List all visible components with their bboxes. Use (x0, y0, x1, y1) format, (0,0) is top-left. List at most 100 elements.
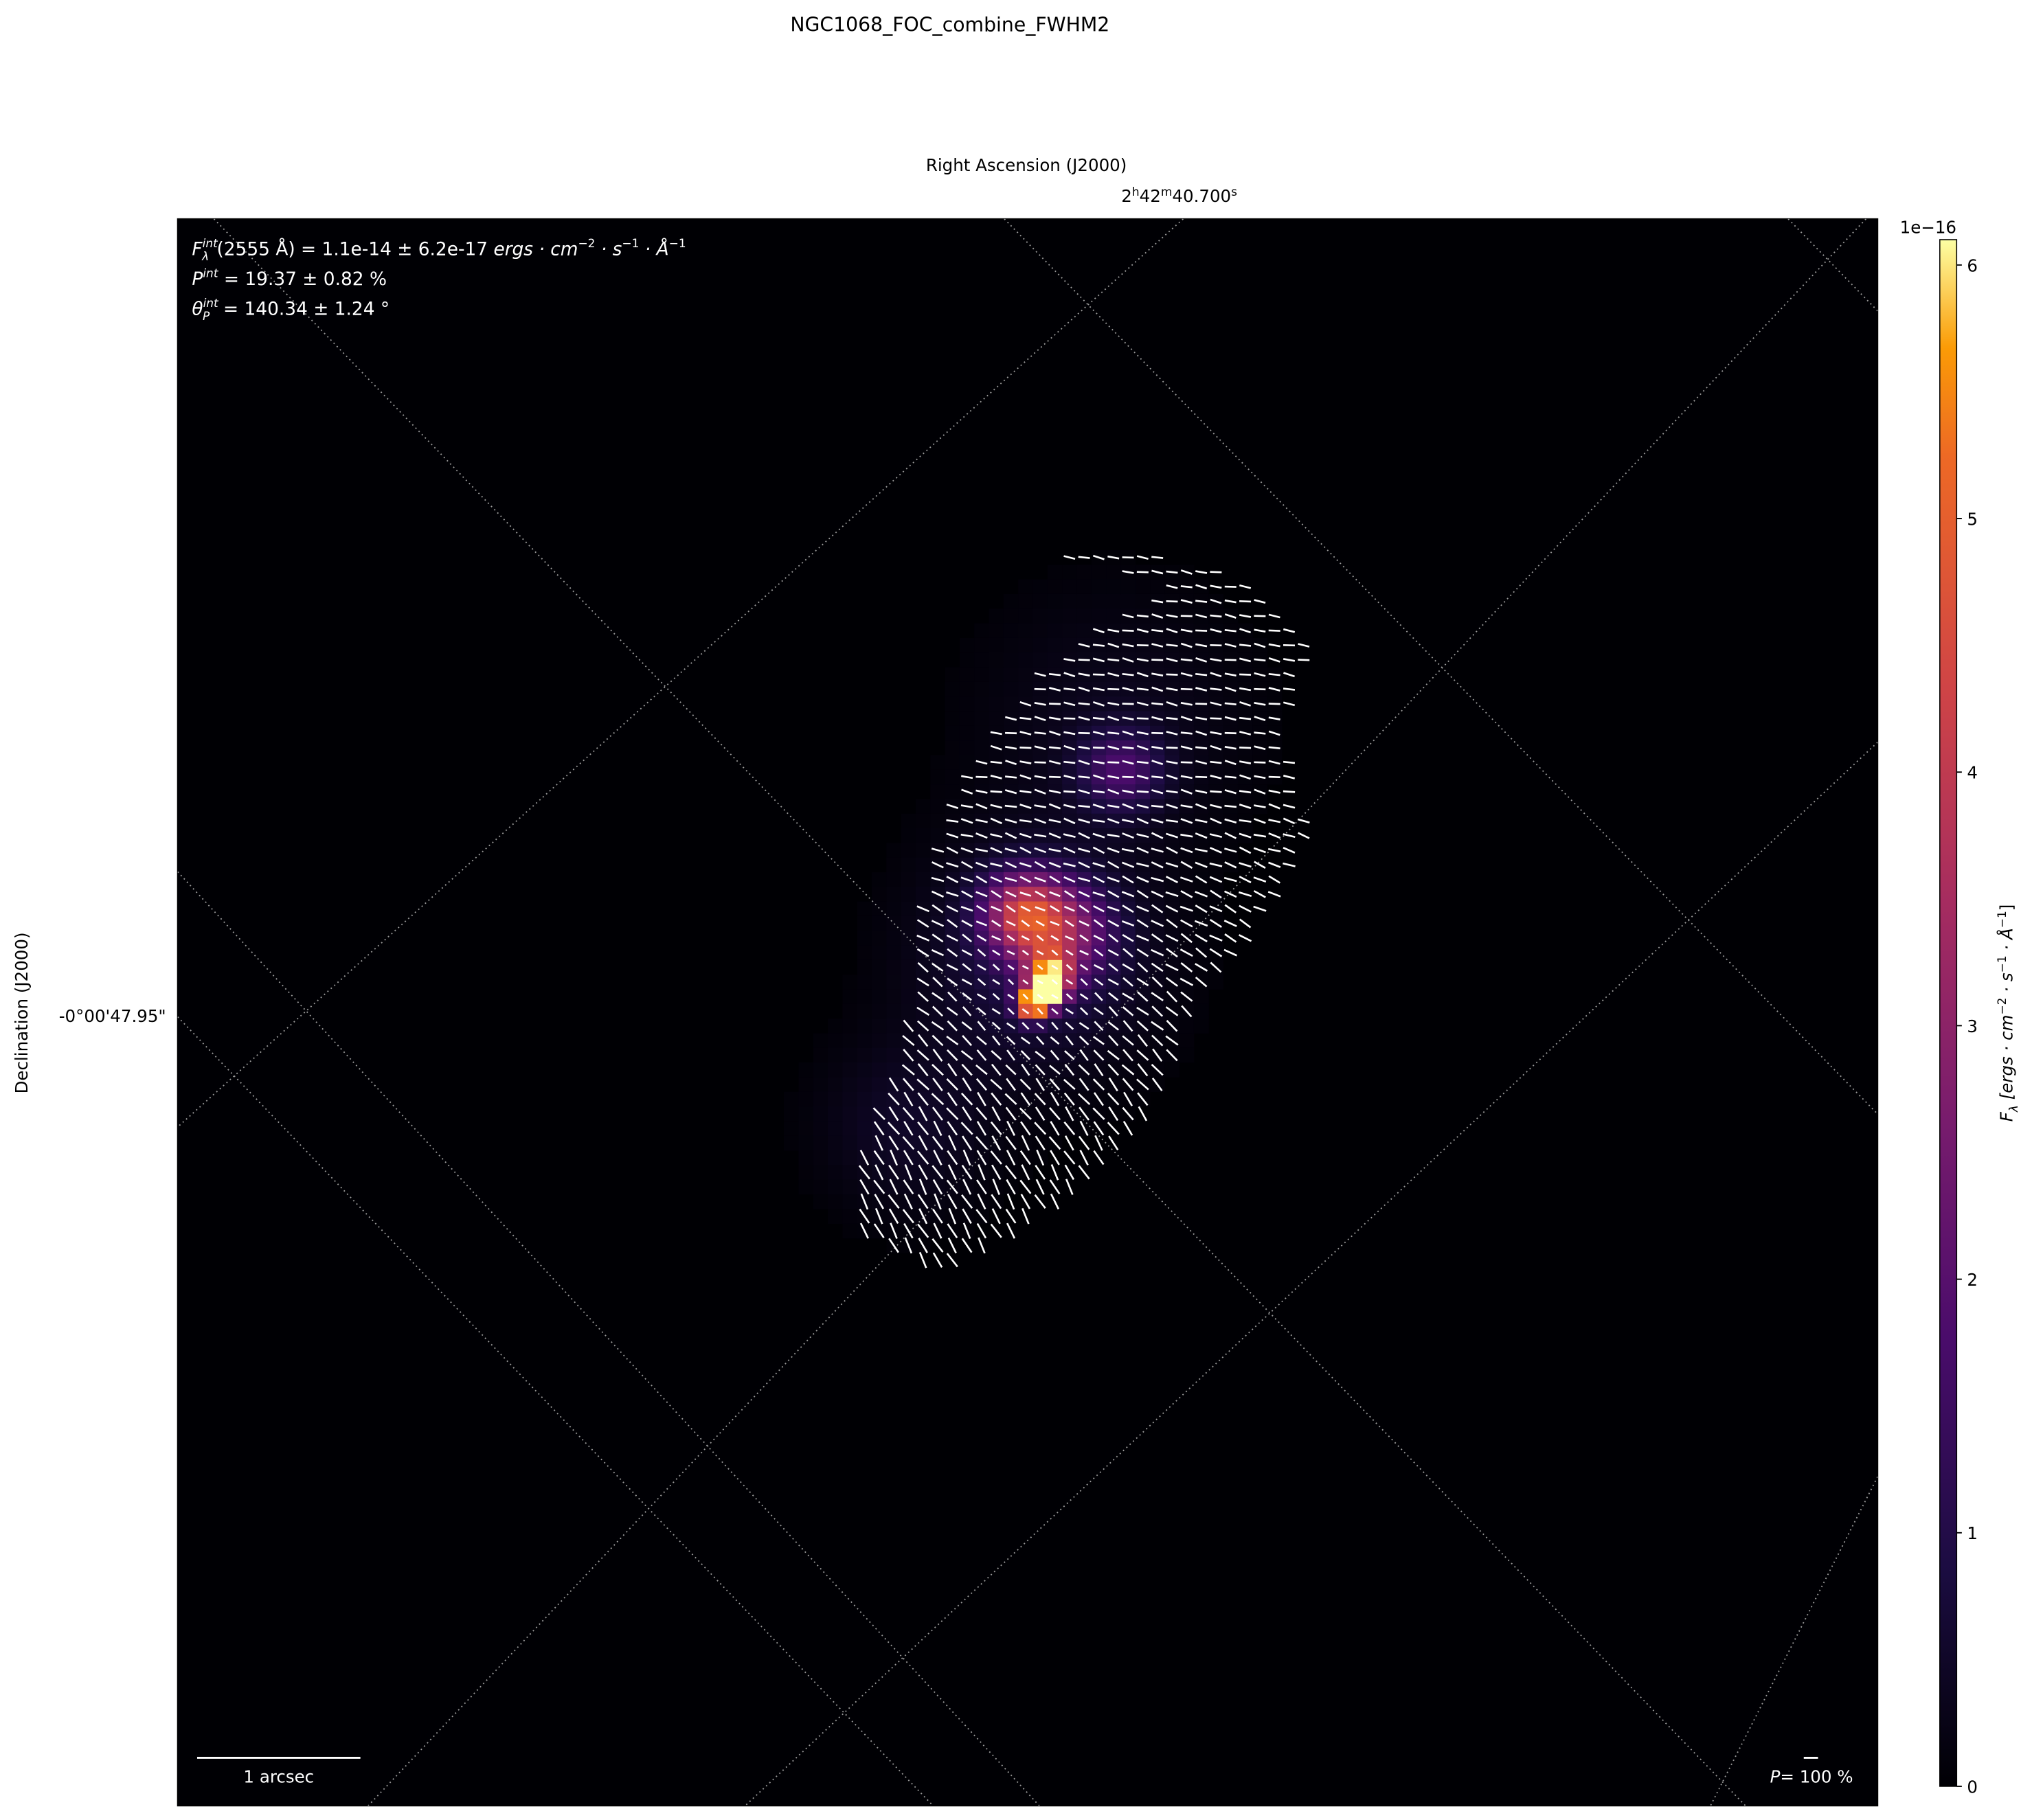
polarization-vector (1136, 817, 1149, 825)
polarization-vector (1123, 1091, 1133, 1106)
polarization-vector (1151, 948, 1164, 957)
polarization-vector (1034, 716, 1046, 722)
polarization-vector (1122, 948, 1133, 958)
heatmap-pixel (1047, 623, 1063, 639)
polarization-vector (1019, 832, 1032, 839)
heatmap-pixel (1135, 593, 1151, 609)
polarization-vector (975, 848, 989, 853)
heatmap-pixel (828, 1062, 844, 1078)
heatmap-pixel (1032, 608, 1048, 624)
polarization-vector (860, 1193, 869, 1210)
polarization-vector (1063, 817, 1076, 825)
grid-line-ra (177, 1016, 934, 1806)
polarization-vector (1210, 889, 1222, 899)
polarization-vector (1165, 905, 1179, 913)
polarization-vector (977, 1193, 986, 1210)
polarization-vector (1020, 905, 1031, 912)
polarization-vector (931, 1021, 945, 1031)
polarization-vector (1136, 889, 1149, 899)
polarization-vector (961, 1021, 973, 1031)
heatmap-pixel (989, 608, 1004, 624)
polarization-vector (1078, 890, 1090, 898)
polarization-vector (991, 1035, 1001, 1046)
polarization-vector (1180, 658, 1193, 662)
polarization-vector (859, 1150, 870, 1165)
polarization-vector (933, 1222, 942, 1239)
heatmap-pixel (842, 1194, 858, 1209)
polarization-vector (946, 1253, 958, 1268)
polarization-vector (962, 1106, 973, 1122)
grid-line-dec (745, 742, 1878, 1806)
polarization-vector (1151, 832, 1164, 839)
polarization-vector (1180, 599, 1193, 604)
heatmap-pixel (1018, 667, 1034, 683)
polarization-vector (992, 1179, 1001, 1196)
polarization-vector (976, 1222, 987, 1239)
polarization-vector (1283, 760, 1296, 764)
polarization-vector (1035, 1164, 1046, 1180)
polarization-vector (1180, 615, 1193, 617)
polarization-vector (946, 862, 959, 868)
polarization-vector (1151, 569, 1164, 575)
heatmap-pixel (857, 975, 872, 990)
polarization-vector (1019, 846, 1032, 854)
polarization-vector (1136, 1006, 1149, 1016)
polarization-vector (961, 775, 973, 780)
polarization-vector (1210, 598, 1222, 604)
polarization-vector (1239, 731, 1252, 736)
polarization-vector (1093, 1049, 1105, 1061)
polarization-vector (1122, 832, 1134, 839)
polarization-vector (947, 1020, 958, 1032)
polarization-vector (1122, 629, 1134, 632)
polarization-vector (1063, 555, 1076, 560)
heatmap-pixel (798, 1077, 814, 1093)
polarization-vector (1049, 730, 1061, 736)
polarization-vector (977, 948, 986, 957)
polarization-vector (975, 789, 988, 794)
heatmap-pixel (930, 755, 946, 771)
polarization-vector (1122, 716, 1134, 720)
heatmap-pixel (945, 696, 960, 712)
polarization-vector (1239, 644, 1252, 647)
polarization-vector (1005, 891, 1017, 898)
polarization-vector (1122, 760, 1134, 765)
polarization-vector (1079, 993, 1089, 1001)
polarization-vector (1093, 1036, 1105, 1045)
heatmap-pixel (1018, 608, 1034, 624)
polarization-vector (1136, 1049, 1149, 1061)
polarization-vector (1210, 644, 1222, 647)
heatmap-pixel (1062, 593, 1078, 609)
polarization-vector (1019, 819, 1032, 823)
polarization-vector (1194, 920, 1208, 927)
polarization-vector (872, 1107, 885, 1120)
polarization-vector (990, 833, 1003, 839)
heatmap-pixel (1091, 593, 1107, 609)
polarization-vector (1268, 643, 1280, 648)
heatmap-pixel (813, 1106, 828, 1122)
polarization-vector (1136, 804, 1149, 809)
heatmap-pixel (857, 915, 872, 931)
polarization-vector (1108, 963, 1119, 972)
heatmap-pixel (974, 740, 990, 755)
polarization-vector (931, 920, 945, 927)
polarization-vector (1151, 629, 1164, 633)
heatmap-pixel (916, 828, 931, 843)
polarization-vector (888, 1077, 899, 1092)
polarization-vector (1050, 920, 1060, 926)
polarization-vector (1151, 775, 1164, 779)
heatmap-pixel (901, 975, 916, 990)
polarization-vector (990, 817, 1002, 825)
polarization-vector (1136, 862, 1149, 867)
polarization-vector (932, 933, 944, 943)
heatmap-pixel (872, 931, 887, 946)
polarization-vector (1180, 933, 1193, 944)
polarization-vector (1268, 613, 1280, 619)
polarization-vector (1006, 1222, 1016, 1239)
colorbar-tick-label: 6 (1967, 255, 1978, 275)
polarization-vector (1136, 760, 1149, 764)
polarization-vector (1063, 775, 1076, 780)
heatmap-pixel (1106, 565, 1121, 580)
polarization-vector (976, 1049, 987, 1061)
polarization-vector (946, 1179, 958, 1194)
